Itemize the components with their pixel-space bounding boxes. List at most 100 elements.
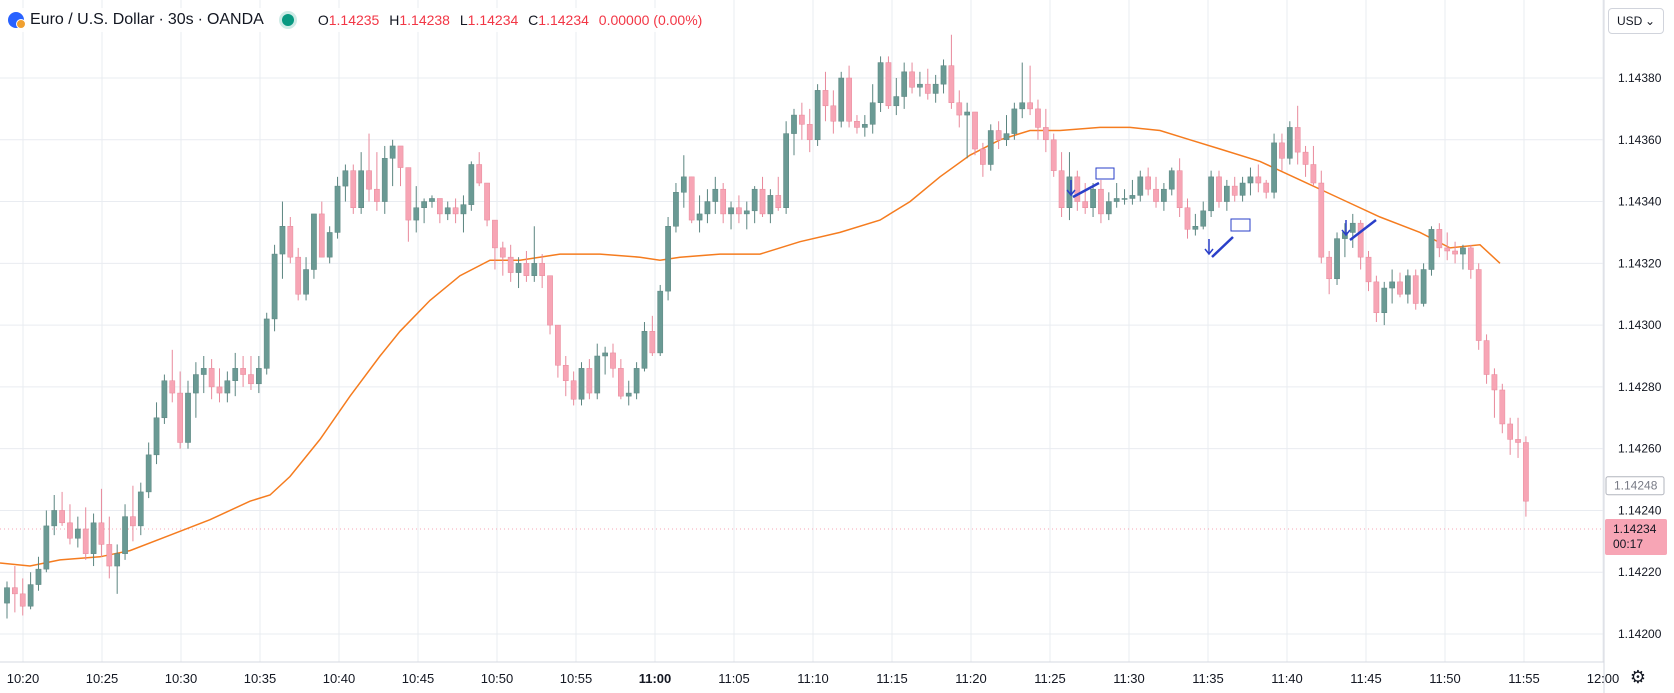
candle-down [1436,223,1443,258]
candle-up [232,352,239,397]
drawings-layer[interactable] [1066,167,1377,258]
candle-body [1184,207,1191,230]
candle-body [224,380,231,394]
candle-body [1286,127,1293,159]
candle-down [924,68,931,100]
chevron-down-icon: ⌄ [1644,14,1655,28]
candle-body [1113,198,1120,202]
price-tick-label: 1.14360 [1618,133,1662,147]
price-tick-label: 1.14340 [1618,195,1662,209]
candle-up [1113,183,1120,208]
candle-body [484,182,490,221]
time-tick-label: 11:25 [1034,671,1066,686]
candle-up [1137,170,1144,202]
time-tick-label: 11:50 [1429,671,1461,686]
candle-body [1452,250,1458,255]
down-arrow-drawing[interactable] [1341,229,1351,237]
open-label: O [317,12,329,28]
candle-up [1192,213,1199,236]
candle-body [90,522,97,554]
currency-select[interactable]: USD ⌄ [1608,8,1664,34]
candle-body [507,256,514,273]
down-arrow-drawing[interactable] [1204,248,1214,256]
candle-body [1467,247,1474,270]
price-tick-label: 1.14260 [1618,442,1662,456]
candle-up [153,402,160,465]
candle-down [366,133,372,202]
candle-up [137,482,144,536]
candle-body [830,105,837,122]
rectangle-drawing[interactable] [1230,218,1251,232]
candle-up [27,572,34,610]
candle-down [130,485,136,542]
prev-close-tag[interactable] [1605,476,1665,496]
down-arrow-drawing[interactable] [1066,189,1076,197]
candle-up [1381,281,1388,326]
chart-grid [0,0,1604,662]
candle-body [1436,229,1443,249]
candle-body [657,290,664,354]
candle-body [641,331,648,369]
price-tick-label: 1.14220 [1618,565,1662,579]
time-axis[interactable]: 10:20 10:25 10:30 10:35 10:40 10:45 10:50 10:55… [0,661,1619,686]
candle-body [452,207,459,215]
candle-down [610,343,616,378]
candle-down [1491,368,1498,418]
candle-body [397,145,404,168]
rectangle-drawing[interactable] [1095,167,1115,180]
candle-up [1271,133,1277,199]
candle-down [1452,241,1458,264]
candle-body [1176,170,1183,208]
candle-down [1475,263,1482,350]
candle-down [507,244,514,282]
candle-body [1349,222,1356,233]
candle-up [90,513,97,567]
candle-body [555,324,561,366]
candle-body [98,522,105,545]
candle-body [263,318,270,369]
candle-body [1499,389,1506,425]
candle-down [476,152,483,187]
trend-line-drawing[interactable] [1072,181,1100,199]
eurusd-flag-icon [8,12,26,29]
candle-body [1137,176,1144,196]
market-status-icon[interactable] [281,14,294,26]
candle-down [1507,417,1514,455]
moving-average-layer [0,126,1501,567]
symbol-title[interactable]: Euro / U.S. Dollar · 30s · OANDA [30,11,264,29]
candle-down [1326,250,1333,295]
candle-body [1475,269,1482,341]
candle-down [830,90,837,134]
high-value: 1.14238 [399,12,450,28]
candle-up [696,195,703,233]
candle-up [35,556,42,591]
price-axis[interactable]: 1.14200 1.14220 1.14240 1.14260 1.14280 1.143… [1603,0,1667,693]
candle-body [303,269,309,295]
candle-body [1105,201,1112,215]
trend-line-drawing[interactable] [1349,219,1377,241]
candle-down [1184,198,1191,239]
gear-icon[interactable]: ⚙ [1629,667,1647,687]
candle-down [1042,108,1049,153]
trend-line-drawing[interactable] [1211,236,1234,258]
price-tick-label: 1.14380 [1618,71,1662,85]
time-tick-label: 10:50 [481,671,514,686]
candle-down [1444,232,1451,261]
candle-up [51,495,58,536]
candle-up [1405,269,1411,304]
symbol-legend: Euro / U.S. Dollar · 30s · OANDA O1.14235 H1… [8,8,703,32]
candle-body [909,71,915,88]
candle-body [12,587,18,595]
candle-body [956,102,963,116]
candle-body [1491,374,1498,391]
candle-body [358,170,364,208]
candle-body [1035,108,1041,128]
last-price-tag[interactable] [1605,518,1667,555]
candle-up [1208,170,1214,217]
candle-body [334,185,341,233]
candle-body [51,510,58,527]
candle-body [279,226,286,255]
low-label: L [459,12,468,28]
candle-down [799,102,805,140]
